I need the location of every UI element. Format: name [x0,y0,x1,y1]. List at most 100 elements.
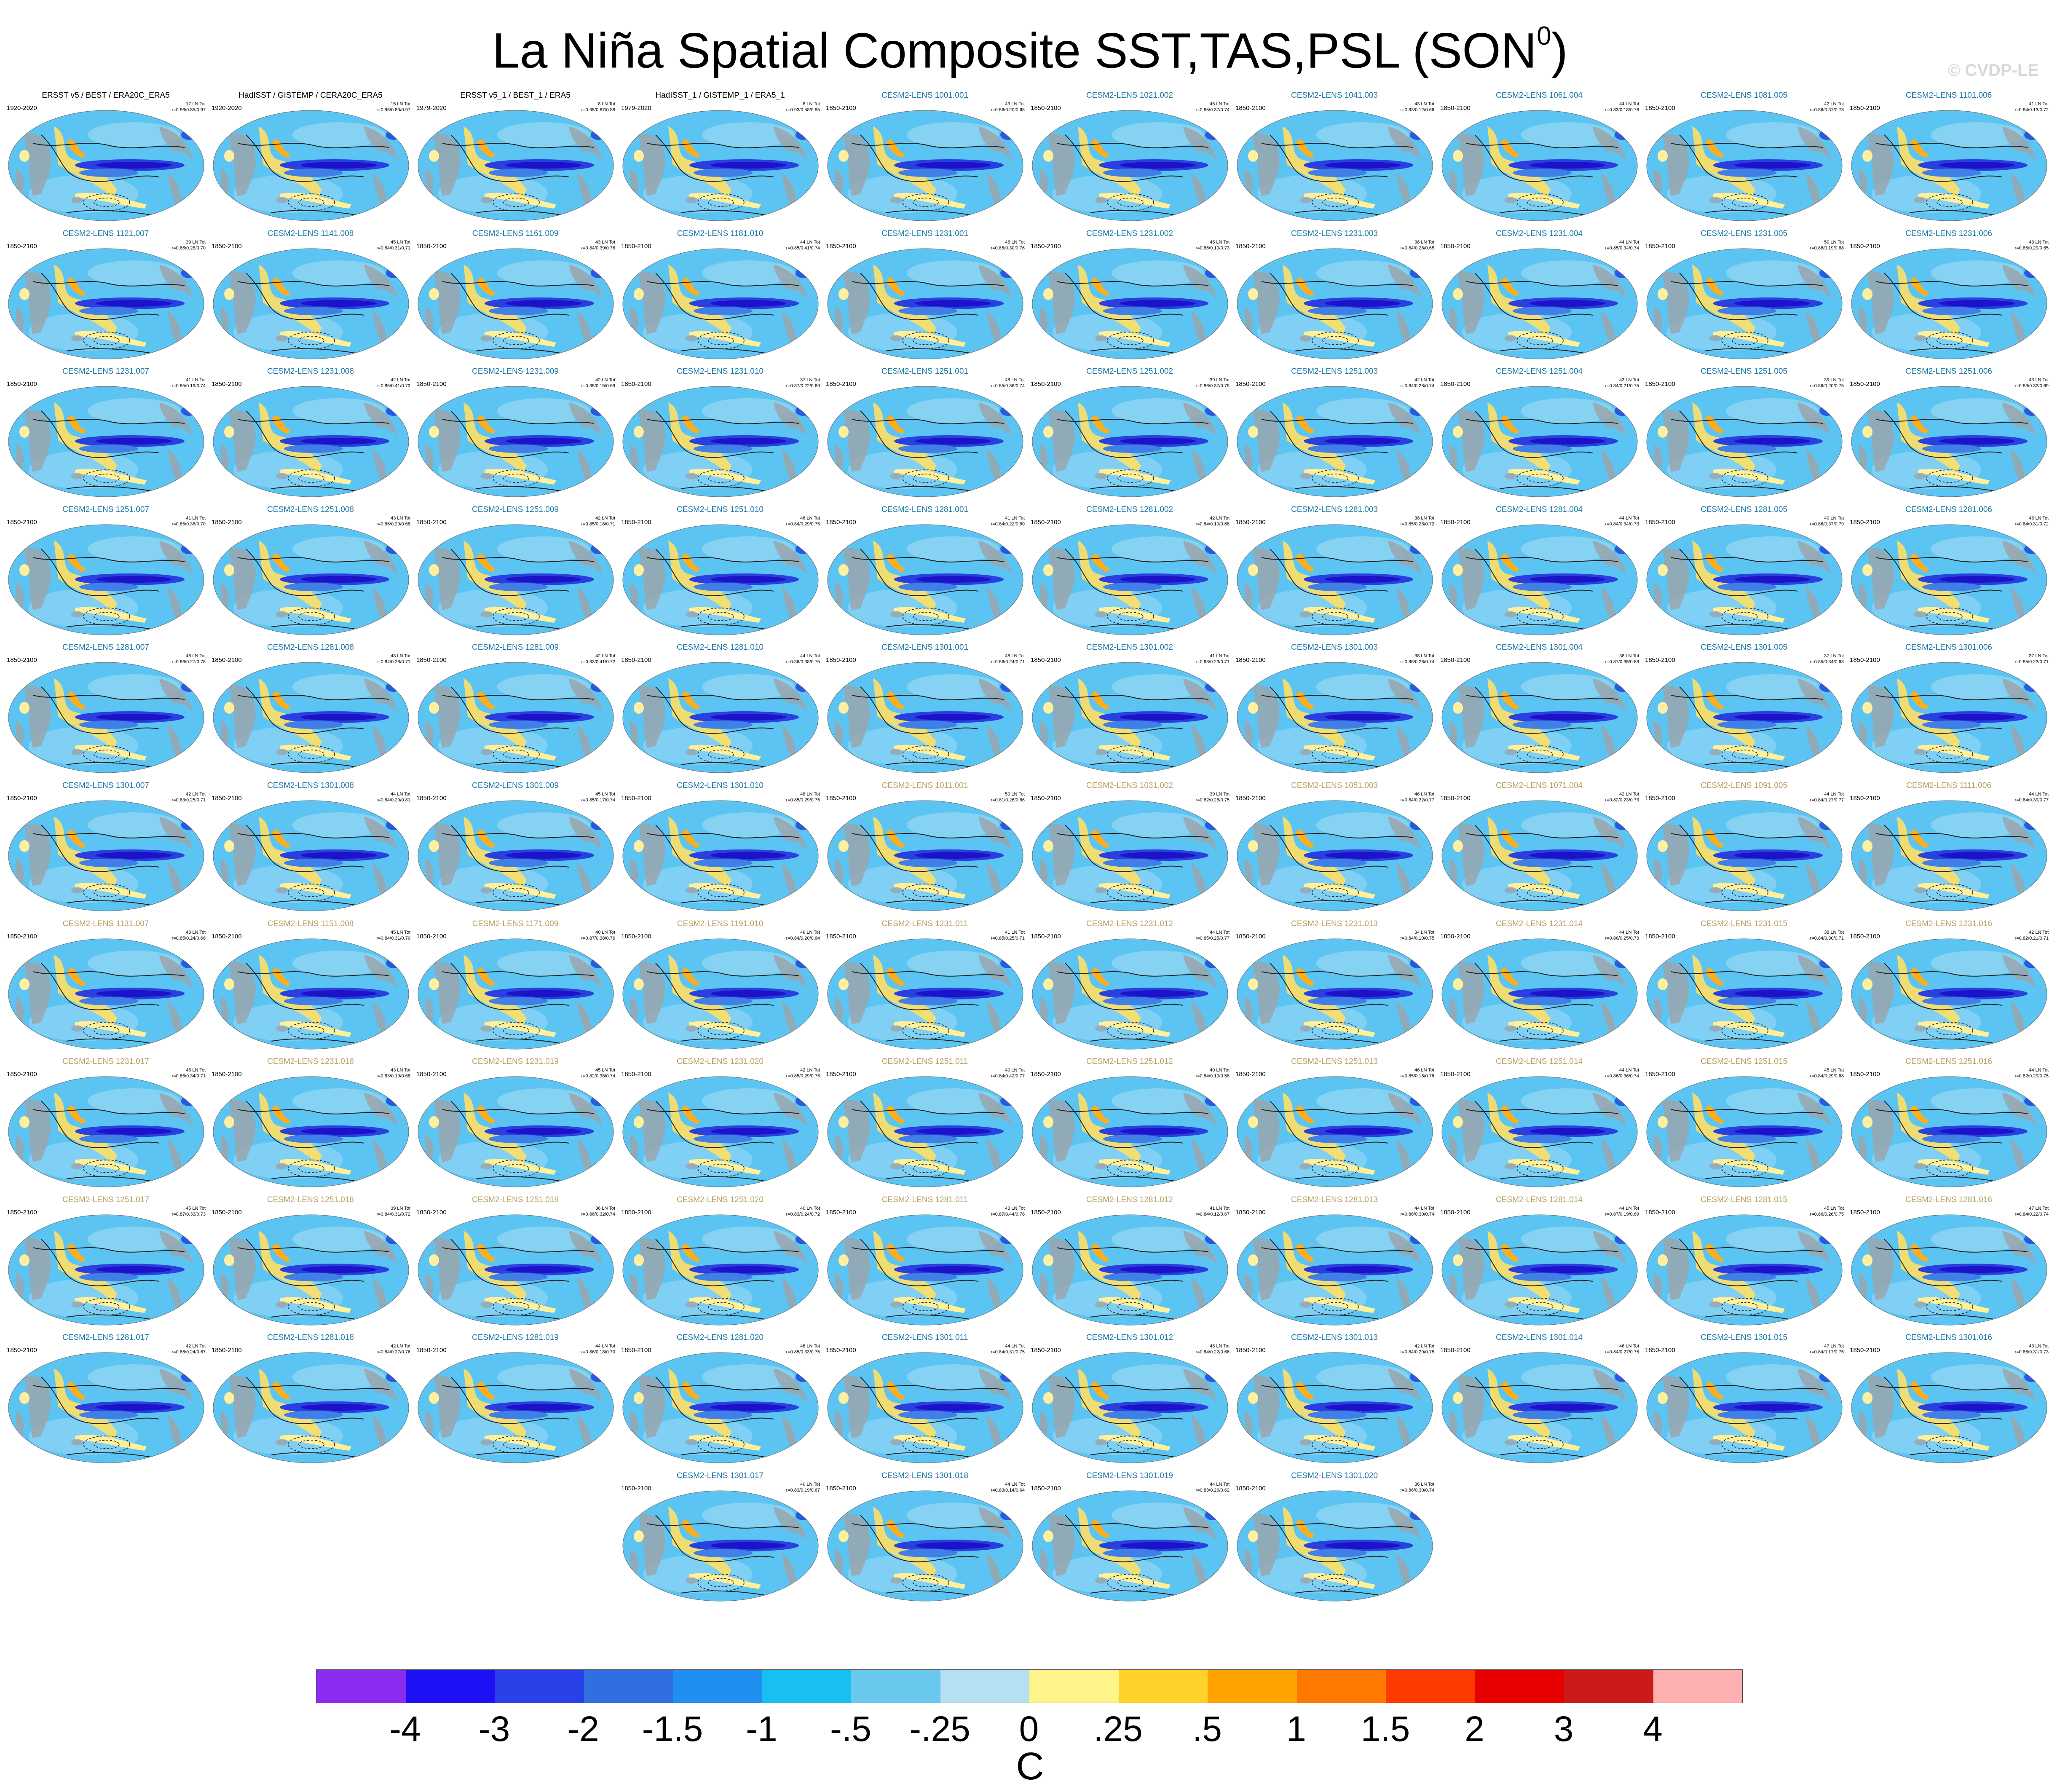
world-map [1851,938,2048,1050]
panel-stats: 39 LN Tot r=0.86/0.20/0.75 [1810,377,1844,389]
panel-stats: 42 LN Tot r=0.84/0.29/0.75 [1401,1343,1434,1355]
panel-title: ERSST v5 / BEST / ERA20C_ERA5 [42,91,170,100]
panel-correlation: r=0.96/0.85/0.97 [171,107,206,113]
colorbar-swatch [405,1670,495,1703]
panel-stats: 45 LN Tot r=0.82/0.38/0.74 [581,1067,615,1079]
panel-years: 1850-2100 [621,1208,651,1216]
map-panel: CESM2-LENS 1151.008 1850-2100 45 LN Tot r=0… [208,917,413,1052]
world-map [1441,662,1638,774]
panel-event-count: 8 LN Tot [803,102,820,107]
panel-event-count: 48 LN Tot [1005,239,1025,245]
panel-event-count: 44 LN Tot [1005,1482,1025,1487]
panel-stats: 37 LN Tot r=0.87/0.22/0.69 [786,377,820,389]
panel-years: 1850-2100 [826,1347,856,1354]
panel-event-count: 40 LN Tot [1824,515,1844,521]
panel-correlation: r=0.86/0.26/0.74 [1400,659,1434,665]
panel-correlation: r=0.86/0.19/0.68 [1810,245,1844,251]
panel-stats: 44 LN Tot r=0.86/0.18/0.70 [581,1343,615,1355]
panel-correlation: r=0.84/0.31/0.75 [991,1350,1025,1355]
map-panel: CESM2-LENS 1231.007 1850-2100 41 LN Tot r=0… [3,364,208,499]
panel-event-count: 38 LN Tot [1414,515,1434,521]
panel-event-count: 17 LN Tot [186,102,206,107]
panel-title: CESM2-LENS 1191.010 [677,919,763,928]
colorbar-tick-label: -2 [568,1709,599,1749]
panel-stats: 44 LN Tot r=0.84/0.27/0.77 [1810,791,1844,803]
world-map [1441,800,1638,912]
world-map [212,386,410,498]
panel-title: CESM2-LENS 1111.006 [1906,781,1991,790]
map-panel: CESM2-LENS 1121.007 1850-2100 39 LN Tot r=0… [3,227,208,362]
world-map [1646,800,1843,912]
panel-event-count: 43 LN Tot [2029,378,2049,383]
world-map [8,1352,205,1464]
world-map [1236,1490,1433,1602]
panel-years: 1850-2100 [1645,1347,1675,1354]
panel-years: 1850-2100 [1031,932,1061,940]
panel-title: CESM2-LENS 1251.014 [1496,1057,1583,1066]
panel-years: 1850-2100 [826,1071,856,1078]
panel-correlation: r=0.84/0.34/0.73 [1605,521,1639,527]
colorbar-swatch [940,1670,1029,1703]
panel-years: 1850-2100 [212,518,242,526]
panel-event-count: 43 LN Tot [2029,1344,2049,1349]
panel-correlation: r=0.87/0.33/0.73 [171,1211,206,1217]
map-panel: CESM2-LENS 1161.009 1850-2100 43 LN Tot r=0… [413,227,618,362]
panel-event-count: 46 LN Tot [1414,792,1434,797]
panel-event-count: 38 LN Tot [1619,654,1639,659]
world-map [8,386,205,498]
map-panel: CESM2-LENS 1301.008 1850-2100 44 LN Tot r=0… [208,779,413,913]
panel-event-count: 41 LN Tot [1210,1205,1230,1211]
panel-event-count: 44 LN Tot [1005,1344,1025,1349]
panel-title: CESM2-LENS 1051.003 [1291,781,1378,790]
world-map [1236,662,1433,774]
panel-event-count: 43 LN Tot [1005,102,1025,107]
panel-event-count: 42 LN Tot [595,515,615,521]
panel-stats: 36 LN Tot r=0.86/0.30/0.74 [1401,1481,1434,1493]
panel-event-count: 44 LN Tot [1414,1205,1434,1211]
panel-title: CESM2-LENS 1001.001 [881,91,968,100]
world-map [622,800,819,912]
colorbar-swatch [1475,1670,1564,1703]
panel-correlation: r=0.85/0.19/0.74 [171,383,206,389]
panel-stats: 42 LN Tot r=0.83/0.25/0.71 [172,791,206,803]
panel-correlation: r=0.86/0.30/0.74 [1400,1488,1434,1493]
world-map [1851,1352,2048,1464]
world-map [8,1214,205,1326]
panel-title: CESM2-LENS 1071.004 [1496,781,1583,790]
panel-years: 1850-2100 [1031,104,1061,112]
panel-stats: 43 LN Tot r=0.86/0.31/0.73 [2015,1343,2049,1355]
map-panel: CESM2-LENS 1281.003 1850-2100 38 LN Tot r=0… [1232,503,1437,638]
world-map [1031,1076,1229,1188]
world-map [622,110,819,222]
colorbar-swatch [851,1670,940,1703]
panel-correlation: r=0.96/0.83/0.97 [376,107,410,113]
panel-years: 1850-2100 [1850,1208,1880,1216]
panel-event-count: 44 LN Tot [1210,1482,1230,1487]
colorbar-swatch [1386,1670,1475,1703]
panel-years: 1850-2100 [416,1347,447,1354]
world-map [1646,524,1843,636]
panel-event-count: 45 LN Tot [1210,102,1230,107]
map-panel: CESM2-LENS 1301.011 1850-2100 44 LN Tot r=0… [822,1331,1027,1465]
world-map [1646,662,1843,774]
panel-years: 1850-2100 [826,242,856,250]
panel-title: CESM2-LENS 1161.009 [472,229,559,238]
panel-stats: 38 LN Tot r=0.87/0.35/0.68 [1605,653,1639,665]
panel-title: CESM2-LENS 1251.003 [1291,367,1378,376]
panel-stats: 40 LN Tot r=0.86/0.37/0.79 [1810,515,1844,527]
panel-correlation: r=0.84/0.20/0.64 [786,935,820,941]
panel-years: 1850-2100 [1850,104,1880,112]
panel-correlation: r=0.84/0.19/0.58 [1195,1074,1230,1079]
world-map [1236,938,1433,1050]
map-panel: CESM2-LENS 1281.017 1850-2100 42 LN Tot r=0… [3,1331,208,1465]
map-panel: CESM2-LENS 1251.010 1850-2100 46 LN Tot r=0… [618,503,822,638]
panel-correlation: r=0.85/0.17/0.74 [581,798,615,803]
panel-event-count: 45 LN Tot [391,929,410,935]
panel-stats: 46 LN Tot r=0.84/0.29/0.75 [786,515,820,527]
panel-event-count: 38 LN Tot [1824,929,1844,935]
panel-title: CESM2-LENS 1301.007 [62,781,149,790]
panel-event-count: 37 LN Tot [1824,654,1844,659]
panel-event-count: 41 LN Tot [1005,515,1025,521]
panel-years: 1850-2100 [1031,1485,1061,1492]
world-map [1441,1214,1638,1326]
